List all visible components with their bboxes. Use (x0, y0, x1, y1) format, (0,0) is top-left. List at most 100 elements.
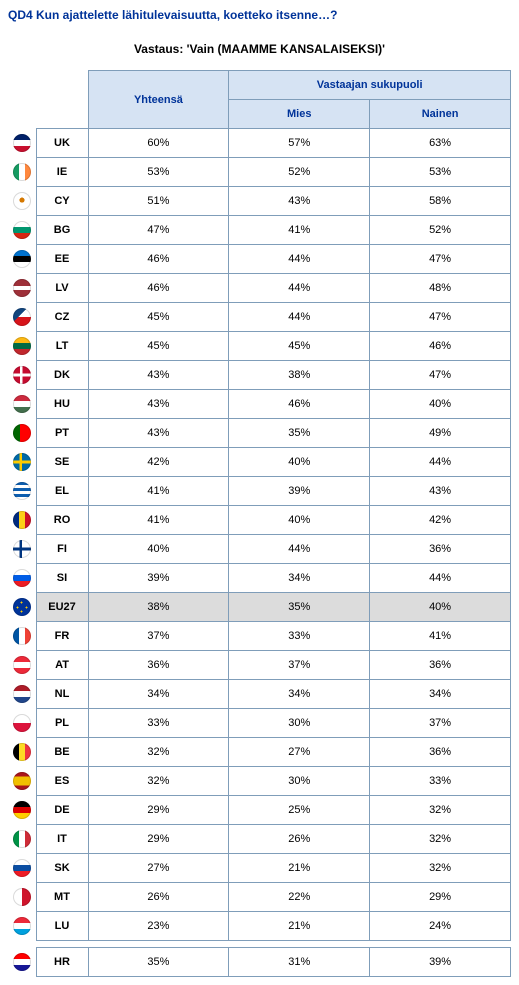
flag-cell (8, 419, 36, 448)
value-cell: 31% (229, 948, 370, 977)
table-row: LU23%21%24% (8, 912, 511, 941)
value-cell: 44% (370, 564, 511, 593)
country-code: IE (36, 158, 88, 187)
flag-cell (8, 948, 36, 977)
hr-flag-icon (13, 953, 31, 971)
country-code: UK (36, 129, 88, 158)
value-cell: 25% (229, 796, 370, 825)
country-code: NL (36, 680, 88, 709)
flag-cell (8, 796, 36, 825)
value-cell: 26% (229, 825, 370, 854)
value-cell: 35% (229, 419, 370, 448)
value-cell: 41% (88, 506, 229, 535)
header-col1: Mies (229, 100, 370, 129)
lu-flag-icon (13, 917, 31, 935)
value-cell: 32% (88, 738, 229, 767)
value-cell: 42% (370, 506, 511, 535)
table-row: IT29%26%32% (8, 825, 511, 854)
value-cell: 37% (370, 709, 511, 738)
value-cell: 36% (370, 651, 511, 680)
value-cell: 34% (88, 680, 229, 709)
flag-cell (8, 883, 36, 912)
flag-cell (8, 651, 36, 680)
eu27-flag-icon (13, 598, 31, 616)
flag-cell (8, 477, 36, 506)
value-cell: 40% (88, 535, 229, 564)
value-cell: 47% (88, 216, 229, 245)
value-cell: 22% (229, 883, 370, 912)
value-cell: 27% (88, 854, 229, 883)
country-code: HU (36, 390, 88, 419)
value-cell: 32% (370, 854, 511, 883)
table-row: SK27%21%32% (8, 854, 511, 883)
table-row: LT45%45%46% (8, 332, 511, 361)
value-cell: 36% (370, 738, 511, 767)
table-row: FI40%44%36% (8, 535, 511, 564)
flag-cell (8, 448, 36, 477)
value-cell: 41% (370, 622, 511, 651)
value-cell: 43% (229, 187, 370, 216)
country-code: PL (36, 709, 88, 738)
value-cell: 60% (88, 129, 229, 158)
value-cell: 42% (88, 448, 229, 477)
flag-cell (8, 825, 36, 854)
table-row: SE42%40%44% (8, 448, 511, 477)
table-row: FR37%33%41% (8, 622, 511, 651)
country-code: CZ (36, 303, 88, 332)
pt-flag-icon (13, 424, 31, 442)
blank-corner (36, 71, 88, 129)
value-cell: 53% (88, 158, 229, 187)
value-cell: 52% (229, 158, 370, 187)
flag-cell (8, 680, 36, 709)
value-cell: 36% (370, 535, 511, 564)
flag-cell (8, 129, 36, 158)
value-cell: 57% (229, 129, 370, 158)
flag-cell (8, 332, 36, 361)
table-row: CY51%43%58% (8, 187, 511, 216)
country-code: CY (36, 187, 88, 216)
value-cell: 47% (370, 361, 511, 390)
value-cell: 40% (370, 390, 511, 419)
value-cell: 58% (370, 187, 511, 216)
dk-flag-icon (13, 366, 31, 384)
country-code: AT (36, 651, 88, 680)
value-cell: 40% (370, 593, 511, 622)
ie-flag-icon (13, 163, 31, 181)
value-cell: 32% (88, 767, 229, 796)
country-code: EU27 (36, 593, 88, 622)
flag-cell (8, 216, 36, 245)
value-cell: 46% (88, 274, 229, 303)
country-code: FR (36, 622, 88, 651)
table-row: DE29%25%32% (8, 796, 511, 825)
value-cell: 43% (88, 390, 229, 419)
cz-flag-icon (13, 308, 31, 326)
value-cell: 43% (88, 361, 229, 390)
country-code: DE (36, 796, 88, 825)
table-row: EE46%44%47% (8, 245, 511, 274)
table-row: IE53%52%53% (8, 158, 511, 187)
pl-flag-icon (13, 714, 31, 732)
flag-cell (8, 622, 36, 651)
flag-cell (8, 535, 36, 564)
value-cell: 44% (229, 245, 370, 274)
country-code: EL (36, 477, 88, 506)
value-cell: 36% (88, 651, 229, 680)
header-total: Yhteensä (88, 71, 229, 129)
value-cell: 40% (229, 506, 370, 535)
table-row: LV46%44%48% (8, 274, 511, 303)
table-row: PT43%35%49% (8, 419, 511, 448)
flag-cell (8, 854, 36, 883)
flag-cell (8, 593, 36, 622)
cy-flag-icon (13, 192, 31, 210)
value-cell: 47% (370, 303, 511, 332)
value-cell: 29% (88, 796, 229, 825)
value-cell: 45% (88, 303, 229, 332)
flag-cell (8, 912, 36, 941)
table-row: HU43%46%40% (8, 390, 511, 419)
flag-cell (8, 390, 36, 419)
table-row: BE32%27%36% (8, 738, 511, 767)
value-cell: 45% (229, 332, 370, 361)
header-col2: Nainen (370, 100, 511, 129)
country-code: PT (36, 419, 88, 448)
table-row: RO41%40%42% (8, 506, 511, 535)
